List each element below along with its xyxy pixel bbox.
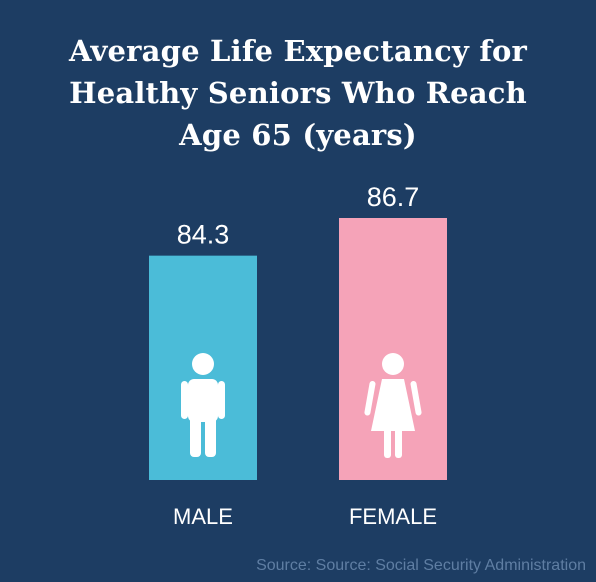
value-label-female: 86.7	[367, 182, 420, 212]
value-label-male: 84.3	[177, 220, 230, 250]
category-label-female: FEMALE	[349, 504, 437, 529]
source-note: Source: Source: Social Security Administ…	[256, 557, 586, 574]
male-person-icon	[181, 353, 225, 457]
female-person-icon	[364, 353, 422, 458]
chart-title: Average Life Expectancy for Healthy Seni…	[68, 34, 528, 152]
bar-female	[339, 218, 447, 480]
category-label-male: MALE	[173, 504, 233, 529]
